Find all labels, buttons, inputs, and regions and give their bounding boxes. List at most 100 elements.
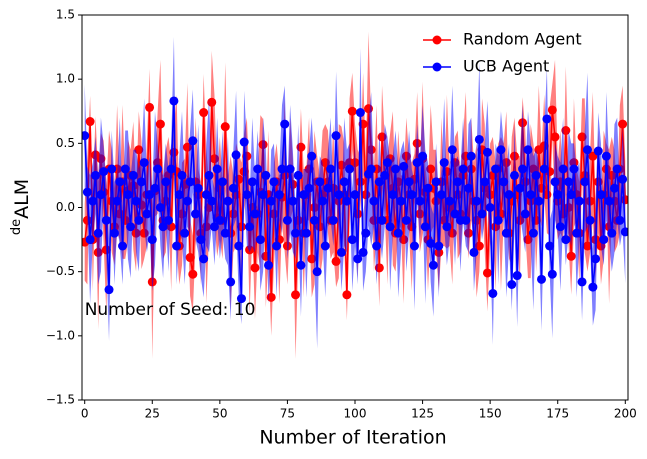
point: [109, 228, 119, 238]
point: [464, 183, 474, 193]
point: [445, 196, 455, 206]
y-tick-label: 1.5: [56, 8, 75, 22]
point: [226, 277, 236, 287]
point: [264, 260, 274, 270]
point: [347, 106, 357, 116]
x-axis-label: Number of Iteration: [259, 427, 446, 449]
point: [412, 158, 422, 168]
point: [436, 190, 446, 200]
point: [420, 222, 430, 232]
point: [566, 190, 576, 200]
point: [372, 241, 382, 251]
y-tick-label: −1.5: [46, 393, 75, 407]
point: [512, 271, 522, 281]
point: [236, 294, 246, 304]
point: [409, 241, 419, 251]
point: [582, 241, 592, 251]
point: [334, 190, 344, 200]
point: [258, 190, 268, 200]
point: [250, 263, 260, 273]
point: [339, 177, 349, 187]
point: [91, 170, 101, 180]
point: [147, 235, 157, 245]
point: [155, 119, 165, 129]
point: [604, 196, 614, 206]
point: [104, 285, 114, 295]
point: [488, 288, 498, 298]
point: [269, 177, 279, 187]
point: [474, 134, 484, 144]
point: [453, 177, 463, 187]
point: [318, 196, 328, 206]
point: [328, 215, 338, 225]
point: [550, 132, 560, 142]
x-tick-label: 50: [212, 407, 227, 421]
point: [266, 292, 276, 302]
point: [188, 269, 198, 279]
point: [180, 228, 190, 238]
point: [555, 222, 565, 232]
point: [215, 215, 225, 225]
point: [547, 269, 557, 279]
legend-label: Random Agent: [463, 30, 582, 49]
x-tick-label: 200: [614, 407, 637, 421]
point: [204, 170, 214, 180]
point: [550, 177, 560, 187]
point: [223, 196, 233, 206]
point: [518, 164, 528, 174]
point: [374, 177, 384, 187]
point: [126, 222, 136, 232]
point: [591, 254, 601, 264]
point: [609, 183, 619, 193]
point: [393, 228, 403, 238]
point: [323, 183, 333, 193]
y-tick-label: −0.5: [46, 264, 75, 278]
point: [326, 164, 336, 174]
point: [466, 151, 476, 161]
point: [242, 190, 252, 200]
point: [120, 164, 130, 174]
point: [88, 196, 98, 206]
x-tick-label: 100: [344, 407, 367, 421]
point: [134, 215, 144, 225]
plot-area: [82, 31, 628, 359]
point: [442, 222, 452, 232]
point: [99, 167, 109, 177]
point: [499, 177, 509, 187]
point: [274, 190, 284, 200]
point: [523, 145, 533, 155]
point: [245, 222, 255, 232]
point: [272, 241, 282, 251]
point: [509, 170, 519, 180]
point: [185, 253, 195, 263]
point: [331, 131, 341, 141]
point: [491, 164, 501, 174]
point: [304, 183, 314, 193]
point: [618, 174, 628, 184]
point: [255, 235, 265, 245]
y-tick-label: 0.5: [56, 136, 75, 150]
point: [134, 145, 144, 155]
point: [574, 196, 584, 206]
point: [169, 96, 179, 106]
point: [353, 254, 363, 264]
point: [201, 190, 211, 200]
point: [585, 215, 595, 225]
point: [112, 196, 122, 206]
point: [196, 235, 206, 245]
point: [485, 203, 495, 212]
point: [520, 209, 530, 219]
point: [580, 177, 590, 187]
point: [369, 196, 379, 206]
point: [250, 209, 260, 219]
point: [539, 164, 549, 174]
y-axis-label-prefix: de: [9, 219, 24, 235]
point: [564, 177, 574, 187]
point: [496, 145, 506, 155]
y-tick-label: −1.0: [46, 328, 75, 342]
point: [355, 177, 365, 187]
point: [312, 267, 322, 277]
point: [515, 183, 525, 193]
point: [526, 190, 536, 200]
point: [277, 164, 287, 174]
